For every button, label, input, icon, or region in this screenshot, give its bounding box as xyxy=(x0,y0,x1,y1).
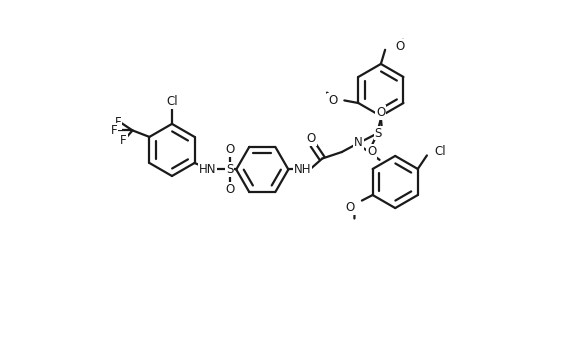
Text: S: S xyxy=(374,126,382,140)
Text: O: O xyxy=(346,201,355,214)
Text: F: F xyxy=(115,116,122,129)
Text: Cl: Cl xyxy=(435,145,446,159)
Text: O: O xyxy=(328,94,337,107)
Text: HN: HN xyxy=(199,163,217,176)
Text: F: F xyxy=(120,134,127,147)
Text: O: O xyxy=(395,40,404,53)
Text: N: N xyxy=(354,136,363,149)
Text: O: O xyxy=(225,143,234,156)
Text: S: S xyxy=(226,163,233,176)
Text: Cl: Cl xyxy=(166,95,178,108)
Text: O: O xyxy=(376,106,385,119)
Text: NH: NH xyxy=(294,163,312,176)
Text: O: O xyxy=(367,145,376,159)
Text: O: O xyxy=(225,183,234,196)
Text: O: O xyxy=(306,132,316,145)
Text: F: F xyxy=(111,124,118,137)
